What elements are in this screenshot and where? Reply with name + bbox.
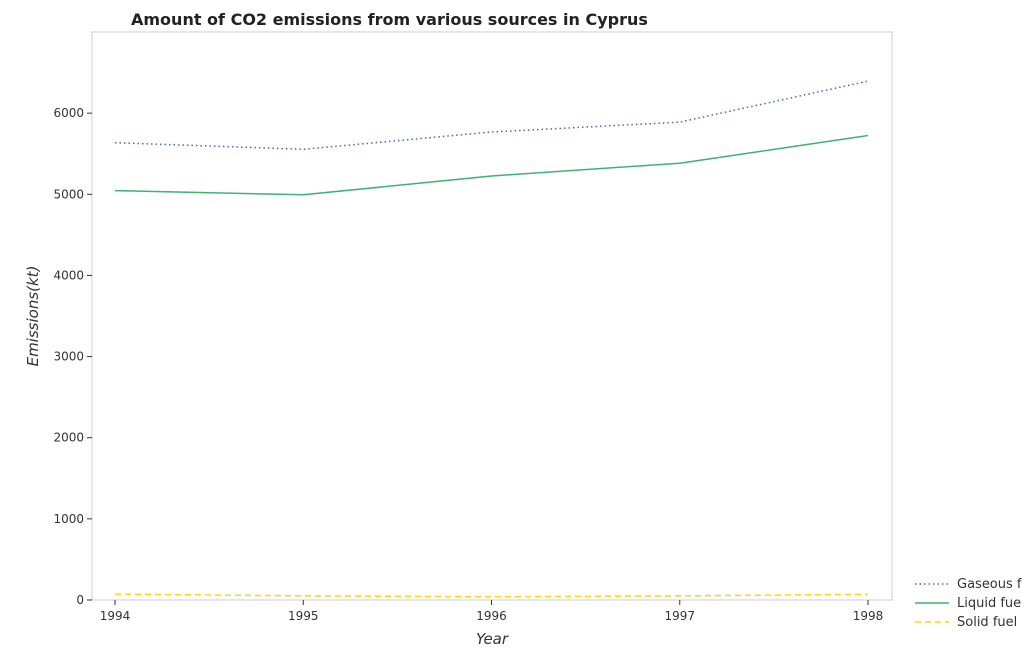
y-tick-label: 0 bbox=[76, 593, 84, 607]
plot-frame bbox=[91, 31, 893, 601]
y-tick-label: 1000 bbox=[53, 512, 84, 526]
y-axis-label: Emissions(kt) bbox=[24, 266, 42, 367]
legend: Gaseous fuel Liquid fuel Solid fuel bbox=[915, 577, 1022, 630]
y-tick-label: 5000 bbox=[53, 187, 84, 201]
x-axis: 1994 1995 1996 1997 1998 bbox=[100, 600, 884, 623]
x-tick-label: 1997 bbox=[664, 609, 695, 623]
x-tick-label: 1994 bbox=[100, 609, 131, 623]
series-line-gaseous-fuel bbox=[114, 80, 869, 151]
y-tick-label: 6000 bbox=[53, 106, 84, 120]
y-tick-label: 3000 bbox=[53, 350, 84, 364]
series-line-liquid-fuel bbox=[114, 134, 869, 196]
y-tick-label: 2000 bbox=[53, 431, 84, 445]
x-axis-label: Year bbox=[476, 630, 509, 648]
series-group bbox=[114, 80, 869, 598]
legend-label: Gaseous fuel bbox=[957, 577, 1022, 592]
y-tick-label: 4000 bbox=[53, 268, 84, 282]
x-tick-label: 1998 bbox=[853, 609, 884, 623]
x-tick-label: 1995 bbox=[288, 609, 319, 623]
chart-title: Amount of CO2 emissions from various sou… bbox=[131, 10, 648, 29]
legend-label: Solid fuel bbox=[957, 615, 1017, 630]
x-tick-label: 1996 bbox=[476, 609, 507, 623]
series-line-solid-fuel bbox=[114, 593, 869, 598]
plot-area bbox=[91, 31, 893, 601]
y-axis: 0 1000 2000 3000 4000 5000 6000 bbox=[53, 106, 92, 607]
legend-label: Liquid fuel bbox=[957, 596, 1022, 611]
